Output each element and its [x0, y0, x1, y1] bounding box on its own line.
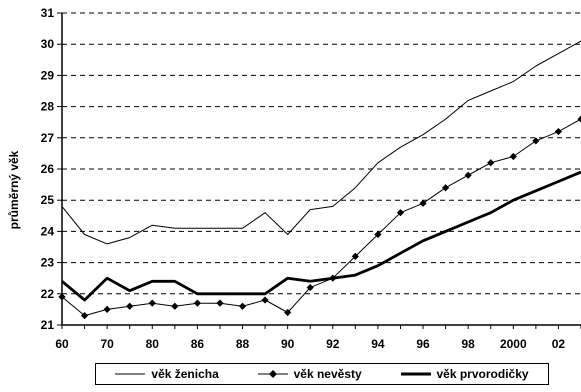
diamond-marker [577, 115, 581, 123]
y-tick-label: 22 [41, 287, 55, 301]
x-tick-label: 90 [281, 337, 295, 351]
legend-item-groom: věk ženicha [115, 367, 219, 381]
diamond-marker [171, 302, 179, 310]
diamond-marker [374, 230, 382, 239]
legend-item-firstborn: věk prvorodičky [400, 367, 529, 381]
y-tick-label: 21 [41, 318, 55, 332]
diamond-marker [351, 252, 359, 260]
x-tick-label: 70 [100, 337, 114, 351]
series-line-2 [61, 170, 581, 302]
x-tick-label: 86 [191, 337, 205, 351]
legend-label-bride: věk nevěsty [293, 367, 362, 381]
diamond-marker [532, 137, 540, 145]
x-tick-labels: 60 70 80 86 88 90 92 94 96 98 2000 02 [55, 337, 565, 351]
y-tick-label: 30 [41, 37, 55, 51]
diamond-marker [464, 171, 472, 179]
legend: věk ženicha věk nevěsty věk prvorodičky [95, 363, 549, 385]
legend-item-bride: věk nevěsty [257, 367, 362, 381]
diamond-marker [238, 302, 247, 310]
y-axis-label: průměrný věk [7, 150, 21, 229]
y-tick-label: 29 [41, 68, 55, 82]
y-tick-labels: 21 22 23 24 25 26 27 28 29 30 31 [41, 6, 55, 332]
y-tick-label: 31 [41, 6, 55, 20]
diamond-marker [306, 283, 314, 292]
y-tick-label: 27 [41, 131, 55, 145]
diamond-marker [261, 296, 269, 304]
series-group [58, 40, 581, 320]
diamond-marker [58, 293, 66, 301]
diamond-marker [103, 305, 111, 313]
legend-label-groom: věk ženicha [151, 367, 219, 381]
legend-swatch-thin-line [115, 373, 146, 375]
x-tick-label: 94 [371, 337, 385, 351]
legend-swatch-marker-line [257, 370, 288, 378]
legend-label-firstborn: věk prvorodičky [436, 367, 529, 381]
diamond-marker [216, 299, 224, 307]
x-tick-label: 80 [146, 337, 160, 351]
diamond-marker [284, 308, 292, 317]
diamond-marker [80, 312, 89, 320]
x-tick-label: 92 [326, 337, 340, 351]
diamond-marker [396, 209, 405, 217]
diamond-marker [126, 302, 134, 310]
y-tick-label: 23 [41, 256, 55, 270]
diamond-marker [193, 299, 201, 307]
x-tick-label: 96 [416, 337, 430, 351]
diamond-marker [419, 199, 427, 207]
x-tick-label: 88 [236, 337, 250, 351]
x-tick-label: 02 [552, 337, 566, 351]
diamond-marker [442, 184, 450, 192]
x-tick-label: 60 [55, 337, 69, 351]
x-tick-label: 2000 [500, 337, 527, 351]
series-line-0 [61, 40, 581, 245]
gridlines [57, 12, 581, 326]
y-tick-label: 25 [41, 193, 55, 207]
y-tick-label: 28 [41, 100, 55, 114]
x-tick-label: 98 [461, 337, 475, 351]
axes [61, 13, 581, 329]
y-tick-label: 24 [41, 224, 55, 238]
diamond-marker [487, 159, 495, 167]
diamond-marker [554, 127, 563, 136]
diamond-marker [509, 152, 517, 161]
y-tick-label: 26 [41, 162, 55, 176]
series-line-1 [61, 118, 581, 317]
legend-swatch-thick-line [400, 372, 431, 376]
diamond-marker [148, 299, 156, 307]
